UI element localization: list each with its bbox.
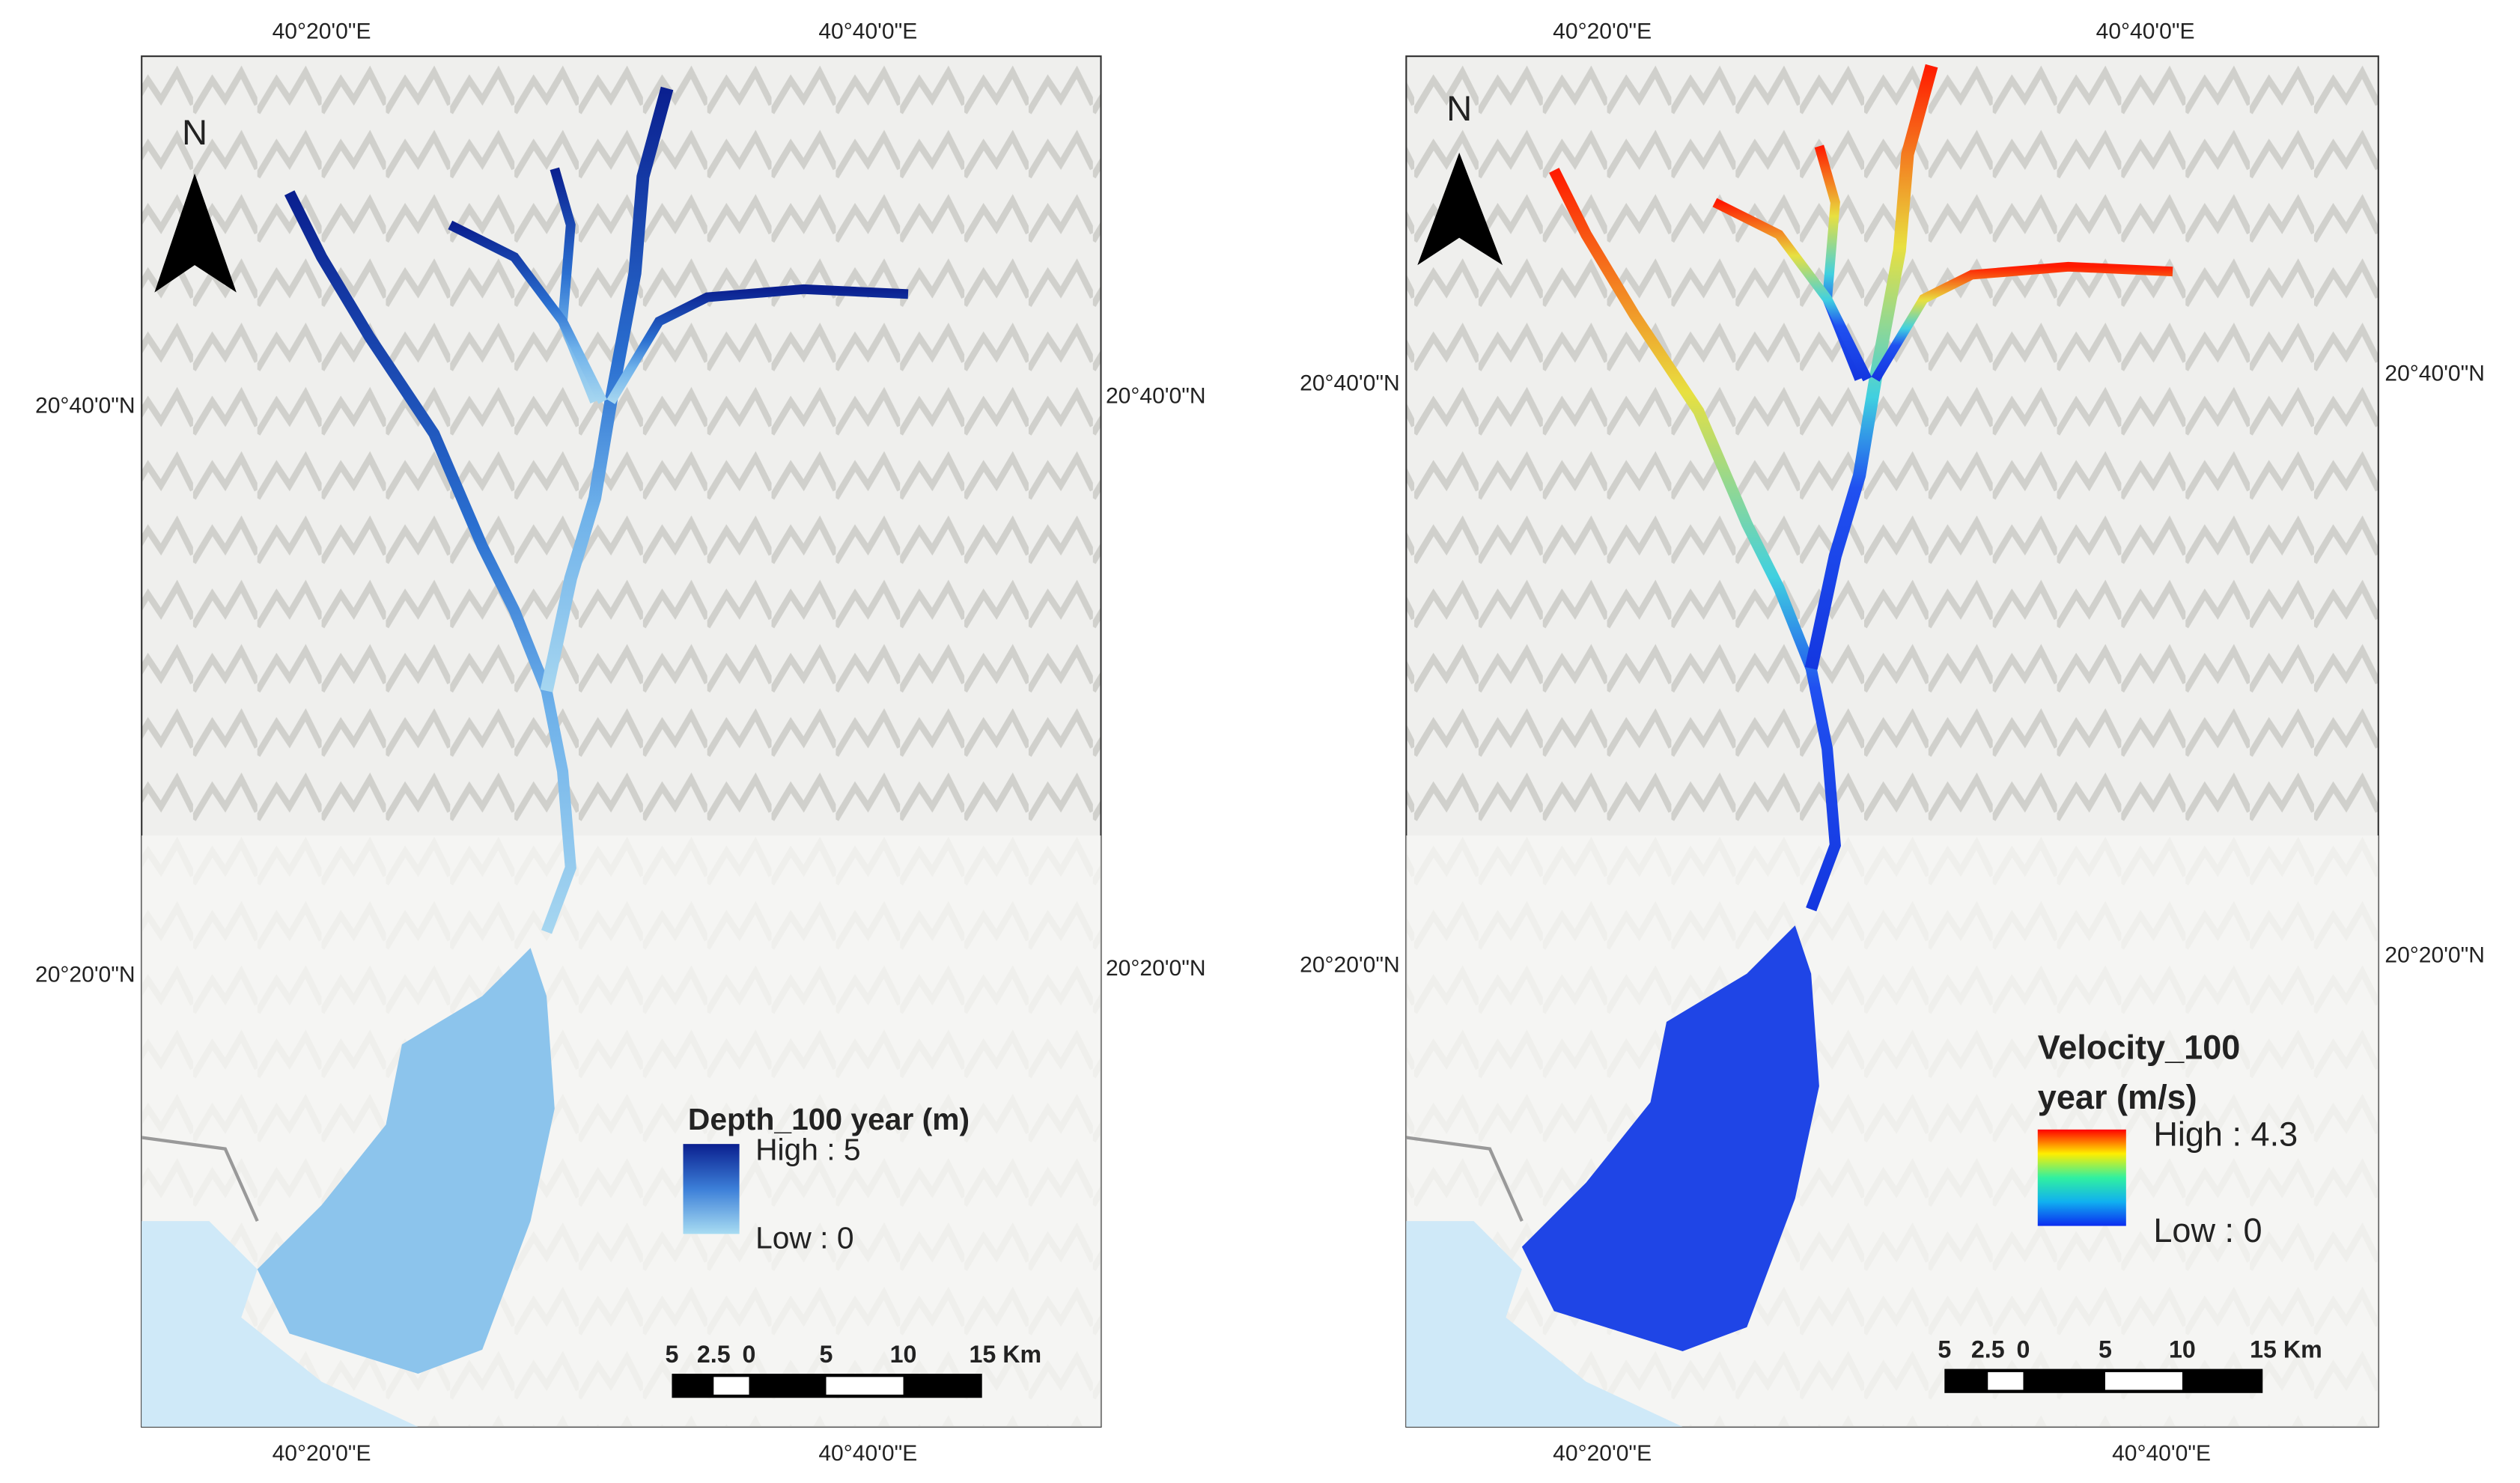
scale-labels: 5 2.5 0 5 10 15 Km [666, 1341, 1042, 1368]
legend-ramp [683, 1144, 740, 1234]
scale-label: 2.5 [697, 1341, 731, 1368]
lon-label: 40°40'0"E [2112, 1441, 2211, 1466]
legend-high: High : 5 [755, 1133, 861, 1167]
scale-label: 15 Km [970, 1341, 1042, 1368]
north-arrow [1417, 152, 1503, 266]
lat-label: 20°40'0"N [1106, 384, 1206, 409]
lon-label: 40°20'0"E [1553, 19, 1652, 44]
lon-label: 40°40'0"E [818, 19, 917, 44]
lat-label: 20°20'0"N [1300, 952, 1400, 977]
scale-label: 5 [1938, 1336, 1951, 1363]
scale-bar [1944, 1368, 2263, 1393]
map-panel: N 40°20'0"E 40°40'0"E 40°20'0"E 40°40'0"… [35, 19, 1206, 1466]
plain [1406, 835, 2379, 1427]
scale-bar [672, 1374, 982, 1398]
legend-high: High : 4.3 [2153, 1115, 2298, 1153]
road [1406, 1136, 1524, 1222]
legend-ramp [2037, 1129, 2126, 1226]
scale-labels: 5 2.5 0 5 10 15 Km [1938, 1336, 2322, 1363]
scale-label: 0 [2017, 1336, 2030, 1363]
lat-label: 20°20'0"N [2384, 943, 2485, 968]
sea [1406, 1221, 1683, 1427]
lon-label: 40°40'0"E [2096, 19, 2195, 44]
lon-label: 40°20'0"E [273, 19, 371, 44]
north-arrow [154, 173, 237, 293]
scale-label: 5 [2099, 1336, 2112, 1363]
north-label: N [182, 113, 207, 153]
north-label: N [1446, 89, 1472, 129]
lon-label: 40°20'0"E [273, 1441, 371, 1466]
map-panel: N 40°20'0"E 40°40'0"E 40°20'0"E 40°40'0"… [1300, 19, 2485, 1466]
scale-label: 5 [666, 1341, 679, 1368]
legend-low: Low : 0 [755, 1221, 853, 1255]
road [141, 1136, 259, 1222]
scale-label: 10 [890, 1341, 917, 1368]
sea [141, 1221, 419, 1427]
legend-title: Velocity_100 [2038, 1028, 2241, 1066]
legend-low: Low : 0 [2153, 1211, 2262, 1249]
scale-label: 2.5 [1971, 1336, 2005, 1363]
lon-label: 40°20'0"E [1553, 1441, 1652, 1466]
lat-label: 20°40'0"N [35, 394, 136, 418]
lon-label: 40°40'0"E [818, 1441, 917, 1466]
scale-label: 5 [820, 1341, 833, 1368]
lat-label: 20°40'0"N [2384, 362, 2485, 386]
scale-label: 0 [743, 1341, 756, 1368]
lat-label: 20°40'0"N [1300, 371, 1400, 396]
scale-label: 10 [2169, 1336, 2196, 1363]
legend-title: year (m/s) [2038, 1078, 2197, 1116]
legend-title: Depth_100 year (m) [688, 1102, 970, 1136]
lat-label: 20°20'0"N [1106, 956, 1206, 981]
scale-label: 15 Km [2250, 1336, 2322, 1363]
lat-label: 20°20'0"N [35, 962, 136, 987]
